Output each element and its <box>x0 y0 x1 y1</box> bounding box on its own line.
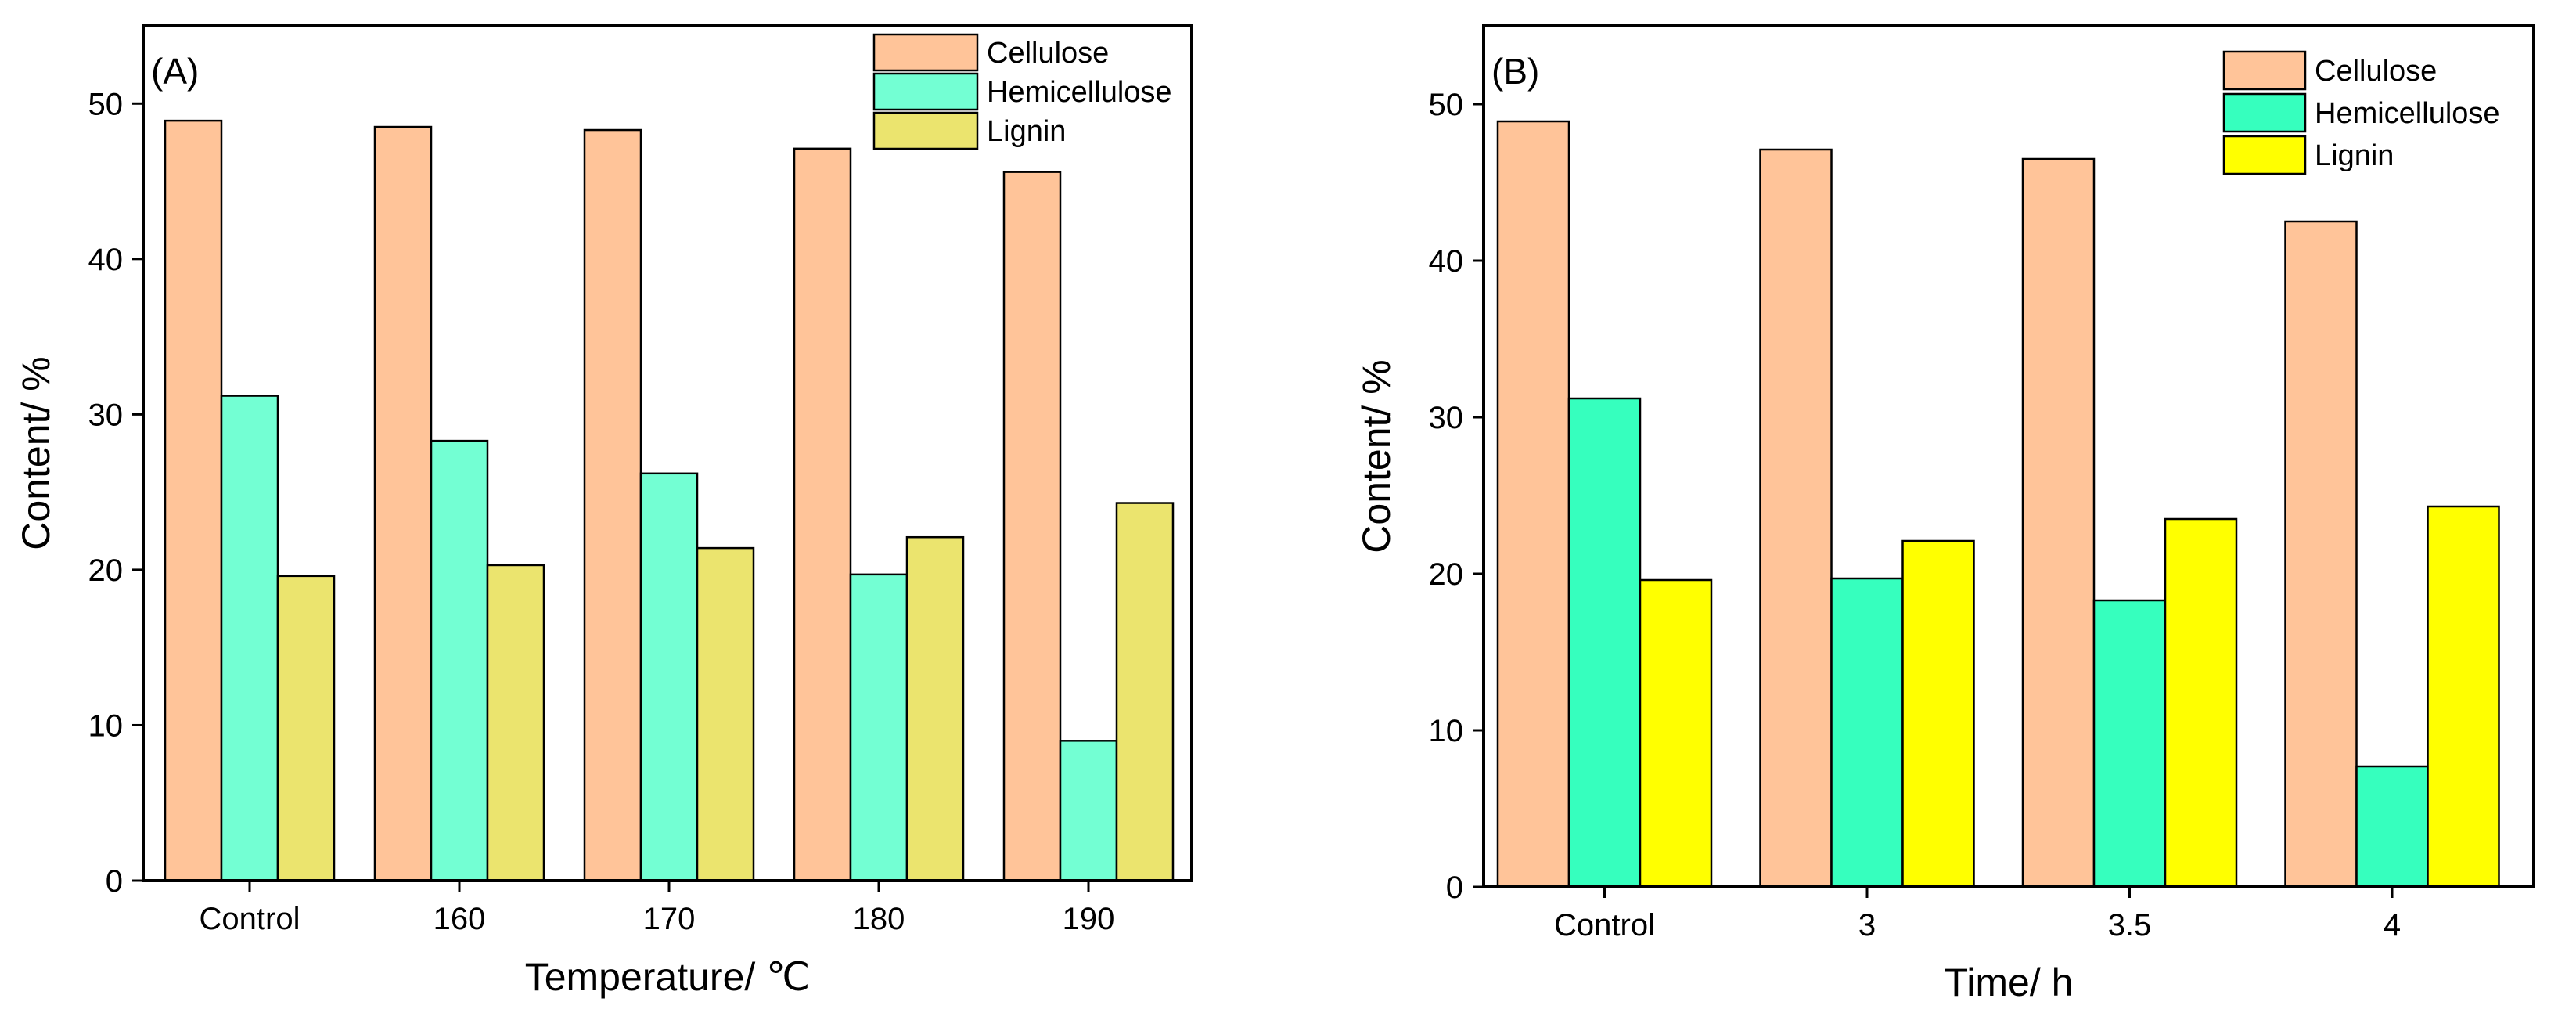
bar-hemicellulose-180 <box>849 573 908 882</box>
legend-label-hemicellulose: Hemicellulose <box>987 76 1172 109</box>
x-tick-label: Control <box>200 902 300 936</box>
bar-lignin-180 <box>905 535 965 882</box>
legend-swatch-lignin <box>872 111 979 150</box>
panel-label: (A) <box>151 51 199 92</box>
bar-lignin-4 <box>2427 505 2500 888</box>
x-tick-label: 3 <box>1858 908 1876 943</box>
y-tick-label: 0 <box>1446 870 1463 905</box>
y-tick-label: 10 <box>88 708 124 743</box>
bar-cellulose-180 <box>793 147 852 882</box>
y-tick-label: 40 <box>88 243 124 277</box>
bar-cellulose-170 <box>583 128 642 882</box>
bar-lignin-3-5 <box>2164 517 2238 888</box>
x-tick-label: 170 <box>643 902 696 936</box>
bar-hemicellulose-3-5 <box>2092 599 2167 888</box>
chart-panel-b: 0 10 20 30 40 50 Control 3 3.5 4 Time/ h Content/ %… <box>1355 24 2535 1004</box>
x-tick-label: 190 <box>1063 902 1115 936</box>
bar-lignin-170 <box>696 546 755 882</box>
legend: Cellulose Hemicellulose Lignin <box>872 33 1172 150</box>
x-tick-label: Control <box>1554 908 1655 943</box>
chart-panel-a: 0 10 20 30 40 50 Control 160 170 180 190 Temperatur… <box>14 24 1193 999</box>
legend-label-cellulose: Cellulose <box>987 37 1109 70</box>
legend-swatch-hemicellulose <box>2222 92 2307 133</box>
bar-hemicellulose-4 <box>2355 765 2429 888</box>
bar-lignin-160 <box>486 564 545 882</box>
x-tick-label: 4 <box>2384 908 2401 943</box>
bar-hemicellulose-170 <box>639 472 699 882</box>
y-tick-label: 0 <box>106 864 123 899</box>
legend-swatch-cellulose <box>872 33 979 72</box>
bar-hemicellulose-190 <box>1059 740 1118 882</box>
legend-label-hemicellulose: Hemicellulose <box>2315 97 2500 130</box>
x-tick-label: 3.5 <box>2108 908 2152 943</box>
bar-hemicellulose-3 <box>1830 577 1904 888</box>
legend-swatch-cellulose <box>2222 50 2307 91</box>
bar-lignin-190 <box>1115 502 1175 882</box>
bar-hemicellulose-160 <box>430 439 489 882</box>
bar-cellulose-190 <box>1002 171 1062 882</box>
bar-lignin-control <box>276 575 336 882</box>
x-tick-label: 160 <box>434 902 486 936</box>
plot-frame <box>1482 24 2535 888</box>
bar-cellulose-control <box>164 119 223 882</box>
bar-hemicellulose-control <box>220 395 279 882</box>
bar-cellulose-160 <box>373 125 433 882</box>
bar-lignin-control <box>1639 578 1713 888</box>
legend: Cellulose Hemicellulose Lignin <box>2222 50 2500 175</box>
y-axis-title: Content/ % <box>14 356 58 550</box>
legend-label-lignin: Lignin <box>987 115 1066 148</box>
y-axis-title: Content/ % <box>1355 359 1398 553</box>
y-tick-label: 20 <box>88 553 124 588</box>
y-tick-label: 50 <box>1429 88 1464 122</box>
panel-label: (B) <box>1491 51 1539 92</box>
y-tick-label: 50 <box>88 87 124 121</box>
y-tick-label: 40 <box>1429 244 1464 279</box>
bar-cellulose-3 <box>1759 148 1833 888</box>
legend-label-lignin: Lignin <box>2315 139 2394 172</box>
legend-swatch-lignin <box>2222 135 2307 175</box>
x-axis-title: Temperature/ ℃ <box>525 955 811 999</box>
bar-cellulose-4 <box>2284 220 2358 888</box>
y-tick-label: 30 <box>1429 401 1464 435</box>
x-tick-label: 180 <box>853 902 905 936</box>
bar-lignin-3 <box>1901 539 1975 888</box>
y-tick-label: 20 <box>1429 557 1464 592</box>
y-tick-label: 10 <box>1429 714 1464 748</box>
plot-frame <box>142 24 1193 882</box>
y-tick-label: 30 <box>88 398 124 432</box>
bar-cellulose-control <box>1496 120 1570 888</box>
x-axis-title: Time/ h <box>1945 961 2074 1004</box>
bar-hemicellulose-control <box>1567 397 1642 888</box>
legend-label-cellulose: Cellulose <box>2315 55 2437 88</box>
legend-swatch-hemicellulose <box>872 72 979 111</box>
bar-cellulose-3-5 <box>2021 157 2096 888</box>
